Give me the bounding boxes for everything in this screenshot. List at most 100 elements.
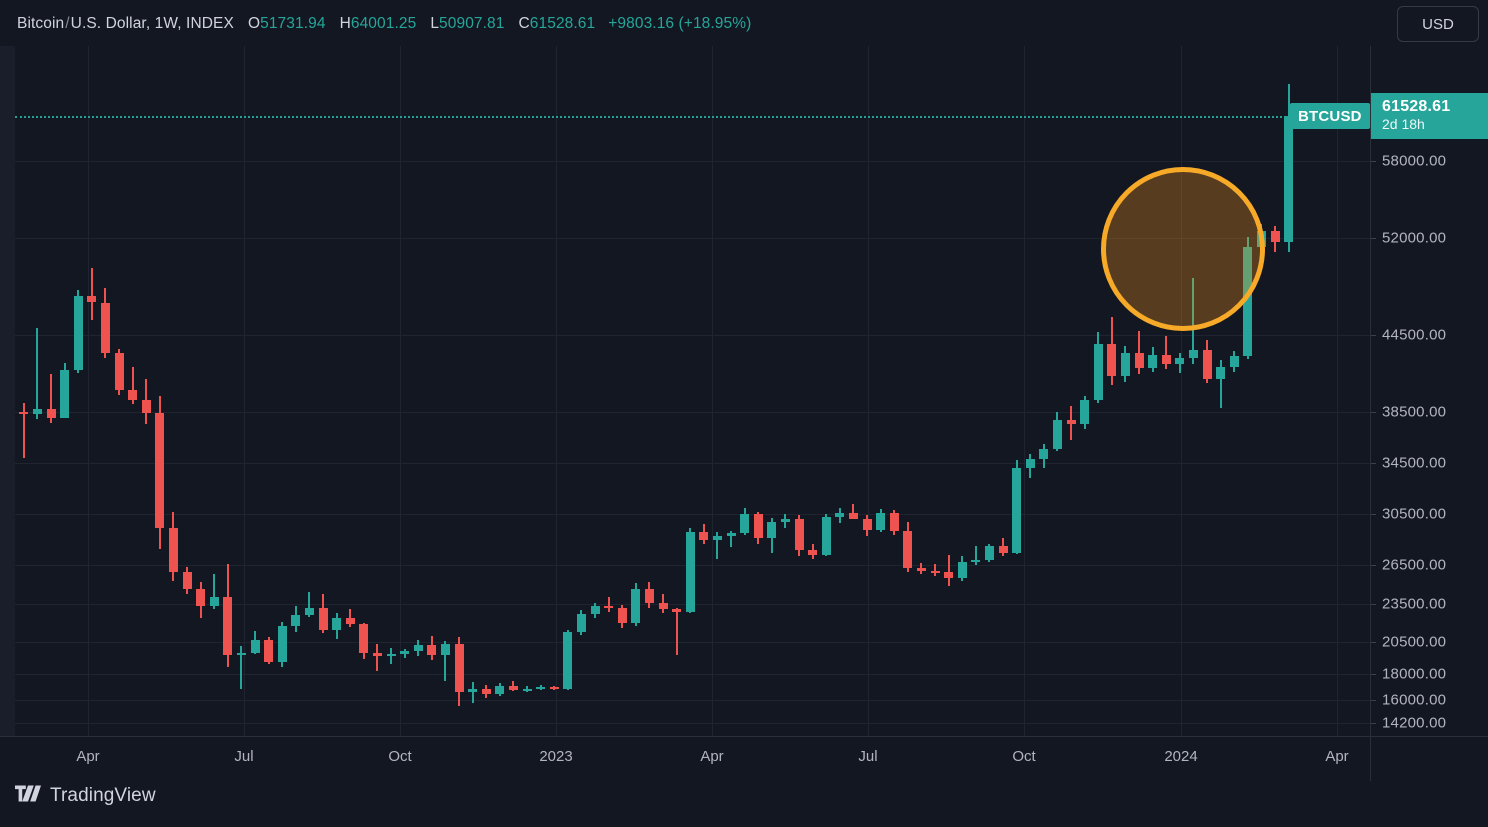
candle-body (114, 352, 124, 390)
grid-line-horizontal (15, 334, 1370, 336)
candle-wick (444, 641, 447, 681)
candle-body (318, 607, 328, 630)
legend-low-key: L (430, 15, 440, 32)
candle-body (1052, 420, 1062, 449)
left-gutter (0, 46, 15, 736)
candle-body (440, 643, 450, 656)
legend-close-key: C (518, 15, 530, 32)
candle-wick (974, 546, 977, 566)
currency-button[interactable]: USD (1397, 6, 1479, 42)
price-axis-label: 20500.00 (1382, 633, 1447, 651)
grid-line-horizontal (15, 700, 1370, 702)
candle-body (604, 606, 614, 609)
chart-plot-area[interactable]: BTCUSD (15, 46, 1370, 736)
candle-body (264, 639, 274, 662)
candle-body (658, 602, 668, 610)
candle-wick (50, 374, 52, 424)
candle-body (209, 597, 219, 607)
chart-legend[interactable]: Bitcoin / U.S. Dollar, 1W, INDEX O51731.… (0, 0, 751, 48)
price-axis[interactable]: 58000.00 52000.00 44500.00 38500.00 34500.00… (1370, 46, 1488, 736)
candle-body (808, 550, 818, 556)
time-axis-separator (1370, 737, 1371, 781)
candle-body (1229, 356, 1239, 367)
price-axis-tick (1371, 411, 1376, 413)
candle-body (862, 519, 872, 530)
candle-body (740, 514, 750, 534)
price-axis-tick (1371, 603, 1376, 605)
candle-body (1093, 343, 1103, 400)
candle-body (1025, 458, 1035, 468)
legend-symbol-meta[interactable]: U.S. Dollar, 1W, INDEX (70, 15, 234, 32)
candle-body (19, 411, 29, 415)
candle-body (481, 688, 491, 694)
candle-body (753, 514, 763, 539)
price-axis-label: 58000.00 (1382, 152, 1447, 170)
candle-body (1243, 247, 1253, 357)
candle-body (916, 567, 926, 571)
candle-wick (852, 503, 855, 518)
candle-body (87, 296, 97, 303)
grid-line-vertical (244, 46, 245, 736)
legend-close-value: 61528.61 (529, 15, 596, 32)
candle-body (536, 687, 546, 690)
candle-body (984, 546, 994, 561)
candle-body (468, 688, 478, 693)
time-axis[interactable]: Apr Jul Oct 2023 Apr Jul Oct 2024 Apr (0, 736, 1488, 781)
candle-body (835, 512, 845, 517)
price-axis-tick (1371, 674, 1376, 676)
candle-body (930, 570, 940, 573)
tradingview-mark-icon (15, 785, 41, 807)
candle-body (1039, 448, 1049, 459)
candle-body (848, 512, 858, 520)
grid-line-horizontal (15, 514, 1370, 516)
candle-body (304, 607, 314, 616)
candle-body (386, 653, 396, 657)
candle-body (32, 408, 42, 415)
price-axis-label: 23500.00 (1382, 595, 1447, 613)
ellipse-annotation[interactable] (1101, 167, 1265, 331)
candle-body (1270, 230, 1280, 243)
candle-body (672, 609, 682, 612)
price-axis-label: 30500.00 (1382, 505, 1447, 523)
candle-body (1080, 399, 1090, 425)
candle-body (644, 588, 654, 603)
candle-wick (716, 532, 719, 559)
grid-line-vertical (400, 46, 401, 736)
candle-body (1012, 467, 1022, 553)
candle-body (46, 408, 56, 418)
current-price-value: 61528.61 (1382, 98, 1451, 116)
legend-open-value: 51731.94 (260, 15, 326, 32)
time-axis-label: 2023 (539, 748, 573, 765)
candle-body (522, 688, 532, 691)
time-axis-label: Jul (234, 748, 254, 765)
grid-line-horizontal (15, 462, 1370, 464)
legend-low: L50907.81 (430, 15, 504, 33)
candle-body (495, 685, 505, 694)
candle-body (631, 588, 641, 624)
price-axis-label: 34500.00 (1382, 454, 1447, 472)
price-axis-tick (1371, 334, 1376, 336)
candle-wick (376, 643, 379, 671)
price-axis-label: 26500.00 (1382, 556, 1447, 574)
price-axis-tick (1371, 565, 1376, 567)
candle-body (576, 614, 586, 633)
candle-body (332, 618, 342, 630)
time-axis-label: Oct (388, 748, 412, 765)
candle-wick (36, 328, 39, 420)
candle-wick (1219, 360, 1222, 408)
candle-wick (240, 646, 243, 689)
candle-body (1175, 357, 1185, 365)
candle-wick (308, 592, 311, 617)
legend-low-value: 50907.81 (439, 15, 505, 32)
grid-line-vertical (1337, 46, 1338, 736)
grid-line-vertical (1181, 46, 1182, 736)
candle-body (427, 644, 437, 656)
candle-body (699, 532, 709, 540)
legend-symbol-name[interactable]: Bitcoin (17, 15, 65, 32)
candle-body (372, 652, 382, 657)
candle-wick (947, 555, 950, 586)
candle-wick (1165, 335, 1168, 370)
grid-line-horizontal (15, 674, 1370, 676)
candle-wick (22, 402, 25, 458)
tradingview-logo[interactable]: TradingView (15, 785, 156, 807)
